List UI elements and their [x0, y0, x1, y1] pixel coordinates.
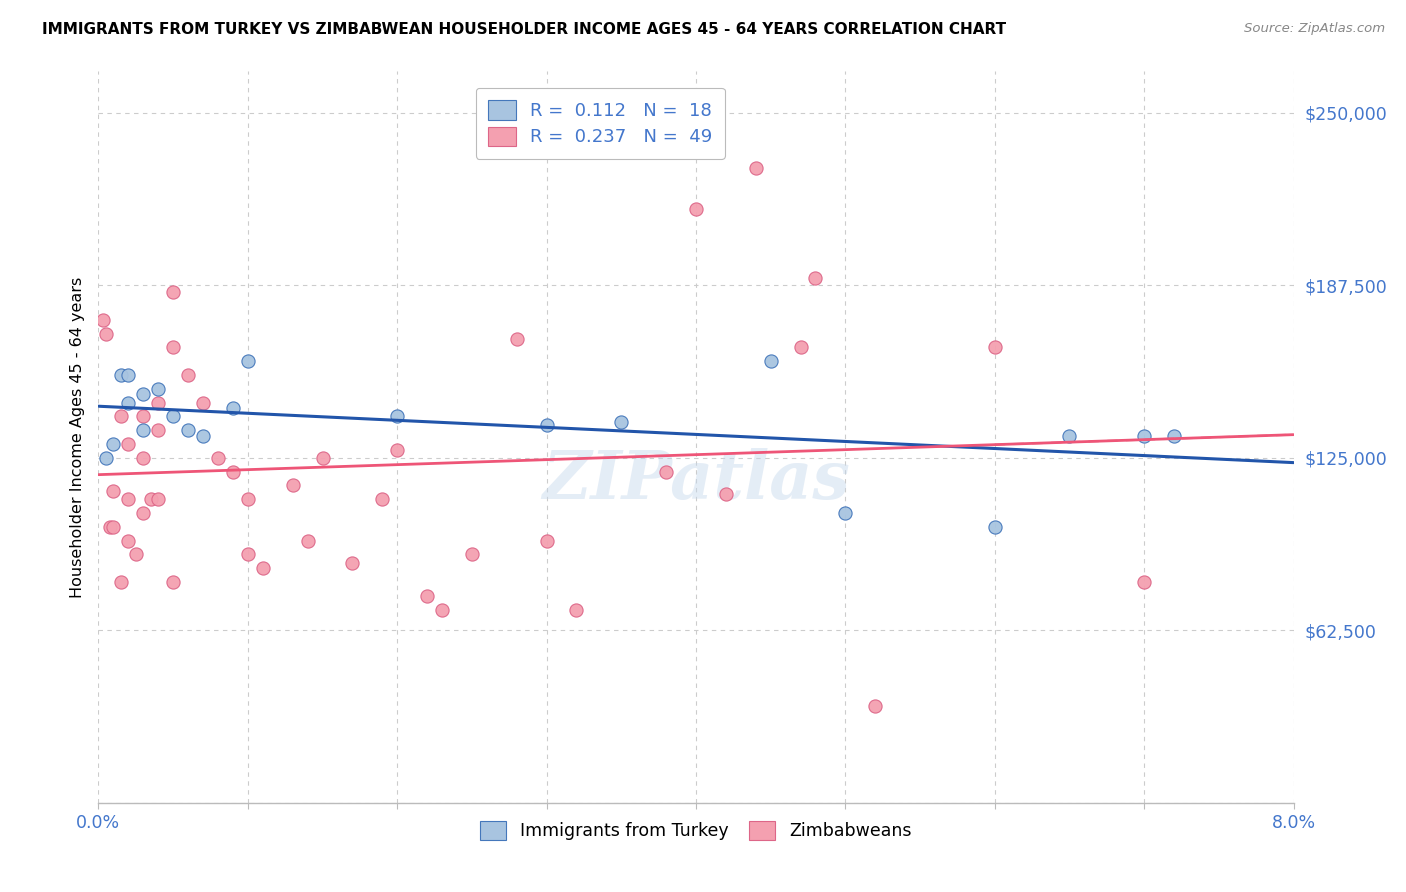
Point — [984, 340, 1007, 354]
Point — [110, 368, 132, 382]
Point — [297, 533, 319, 548]
Point — [222, 401, 245, 416]
Point — [865, 699, 887, 714]
Point — [685, 202, 707, 217]
Point — [162, 340, 184, 354]
Point — [1163, 428, 1185, 442]
Point — [207, 450, 229, 465]
Point — [804, 271, 827, 285]
Point — [94, 326, 117, 341]
Point — [191, 428, 214, 442]
Point — [759, 354, 782, 368]
Point — [103, 483, 125, 498]
Text: ZIPatlas: ZIPatlas — [543, 449, 849, 514]
Point — [342, 556, 364, 570]
Point — [177, 423, 200, 437]
Point — [117, 368, 139, 382]
Y-axis label: Householder Income Ages 45 - 64 years: Householder Income Ages 45 - 64 years — [69, 277, 84, 598]
Point — [1133, 428, 1156, 442]
Point — [191, 395, 214, 409]
Point — [148, 492, 170, 507]
Point — [1059, 428, 1081, 442]
Point — [236, 354, 259, 368]
Point — [98, 520, 122, 534]
Point — [536, 417, 558, 432]
Point — [506, 332, 529, 346]
Point — [110, 409, 132, 424]
Legend: Immigrants from Turkey, Zimbabweans: Immigrants from Turkey, Zimbabweans — [471, 813, 921, 849]
Text: Source: ZipAtlas.com: Source: ZipAtlas.com — [1244, 22, 1385, 36]
Point — [252, 561, 274, 575]
Point — [834, 506, 856, 520]
Point — [789, 340, 811, 354]
Point — [610, 415, 633, 429]
Point — [1133, 574, 1156, 589]
Point — [984, 520, 1007, 534]
Point — [565, 602, 588, 616]
Point — [132, 423, 155, 437]
Point — [655, 465, 678, 479]
Point — [162, 574, 184, 589]
Point — [385, 442, 409, 457]
Point — [236, 492, 259, 507]
Text: IMMIGRANTS FROM TURKEY VS ZIMBABWEAN HOUSEHOLDER INCOME AGES 45 - 64 YEARS CORRE: IMMIGRANTS FROM TURKEY VS ZIMBABWEAN HOU… — [42, 22, 1007, 37]
Point — [430, 602, 453, 616]
Point — [148, 395, 170, 409]
Point — [94, 450, 117, 465]
Point — [416, 589, 439, 603]
Point — [281, 478, 304, 492]
Point — [139, 492, 162, 507]
Point — [103, 437, 125, 451]
Point — [103, 520, 125, 534]
Point — [162, 409, 184, 424]
Point — [461, 548, 484, 562]
Point — [162, 285, 184, 300]
Point — [117, 437, 139, 451]
Point — [236, 548, 259, 562]
Point — [117, 395, 139, 409]
Point — [132, 409, 155, 424]
Point — [91, 312, 114, 326]
Point — [371, 492, 394, 507]
Point — [132, 450, 155, 465]
Point — [536, 533, 558, 548]
Point — [385, 409, 409, 424]
Point — [745, 161, 768, 175]
Point — [132, 387, 155, 401]
Point — [117, 492, 139, 507]
Point — [125, 548, 148, 562]
Point — [132, 506, 155, 520]
Point — [177, 368, 200, 382]
Point — [148, 423, 170, 437]
Point — [117, 533, 139, 548]
Point — [110, 574, 132, 589]
Point — [222, 465, 245, 479]
Point — [714, 486, 737, 500]
Point — [148, 382, 170, 396]
Point — [311, 450, 333, 465]
